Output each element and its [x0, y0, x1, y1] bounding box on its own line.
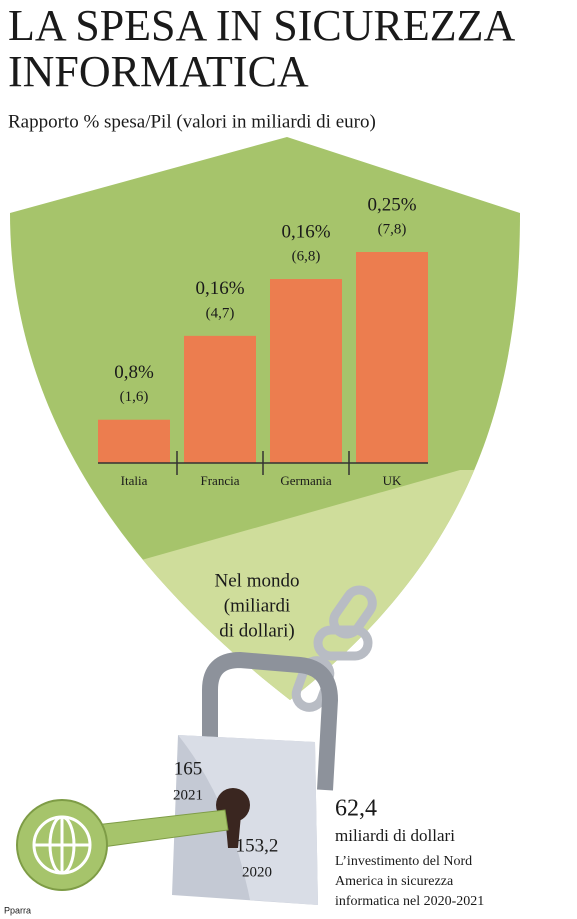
value-label: (4,7): [206, 305, 235, 321]
world-year: 2020: [242, 864, 272, 880]
credit: Pparra: [4, 905, 31, 915]
pct-label: 0,8%: [114, 362, 154, 383]
bar: [270, 279, 342, 463]
world-value: 165: [174, 758, 203, 779]
x-tick-label: Francia: [201, 473, 240, 488]
bar: [184, 335, 256, 463]
bar-group: 0,8% (1,6) Italia 0,16% (4,7) Francia 0,16% (6,…: [98, 194, 428, 488]
na-unit: miliardi di dollari: [335, 826, 455, 845]
na-description: L’investimento del Nord: [335, 854, 472, 869]
subtitle: Rapporto % spesa/Pil (valori in miliardi…: [8, 111, 376, 132]
value-label: (1,6): [120, 389, 149, 405]
world-label: Nel mondo: [215, 570, 300, 591]
value-label: (6,8): [292, 248, 321, 264]
world-label: (miliardi: [224, 595, 290, 616]
lock-shade: [178, 735, 318, 905]
title-line: LA SPESA IN SICUREZZA: [8, 1, 516, 50]
pct-label: 0,16%: [195, 278, 244, 299]
shackle: [202, 651, 339, 791]
globe: [32, 815, 92, 875]
value-label: (7,8): [378, 221, 407, 237]
pct-label: 0,25%: [367, 194, 416, 215]
na-description: informatica nel 2020-2021: [335, 894, 484, 909]
x-tick-label: UK: [383, 473, 402, 488]
world-label: di dollari): [219, 620, 294, 641]
na-description: America in sicurezza: [335, 874, 454, 889]
world-value: 153,2: [236, 835, 279, 856]
title-line: INFORMATICA: [8, 47, 309, 96]
bar: [356, 252, 428, 463]
na-value: 62,4: [335, 796, 377, 822]
keyhole: [225, 815, 241, 848]
bar: [98, 419, 170, 463]
pct-label: 0,16%: [281, 221, 330, 242]
world-year: 2021: [173, 787, 203, 803]
x-tick-label: Germania: [280, 473, 331, 488]
x-tick-label: Italia: [121, 473, 148, 488]
